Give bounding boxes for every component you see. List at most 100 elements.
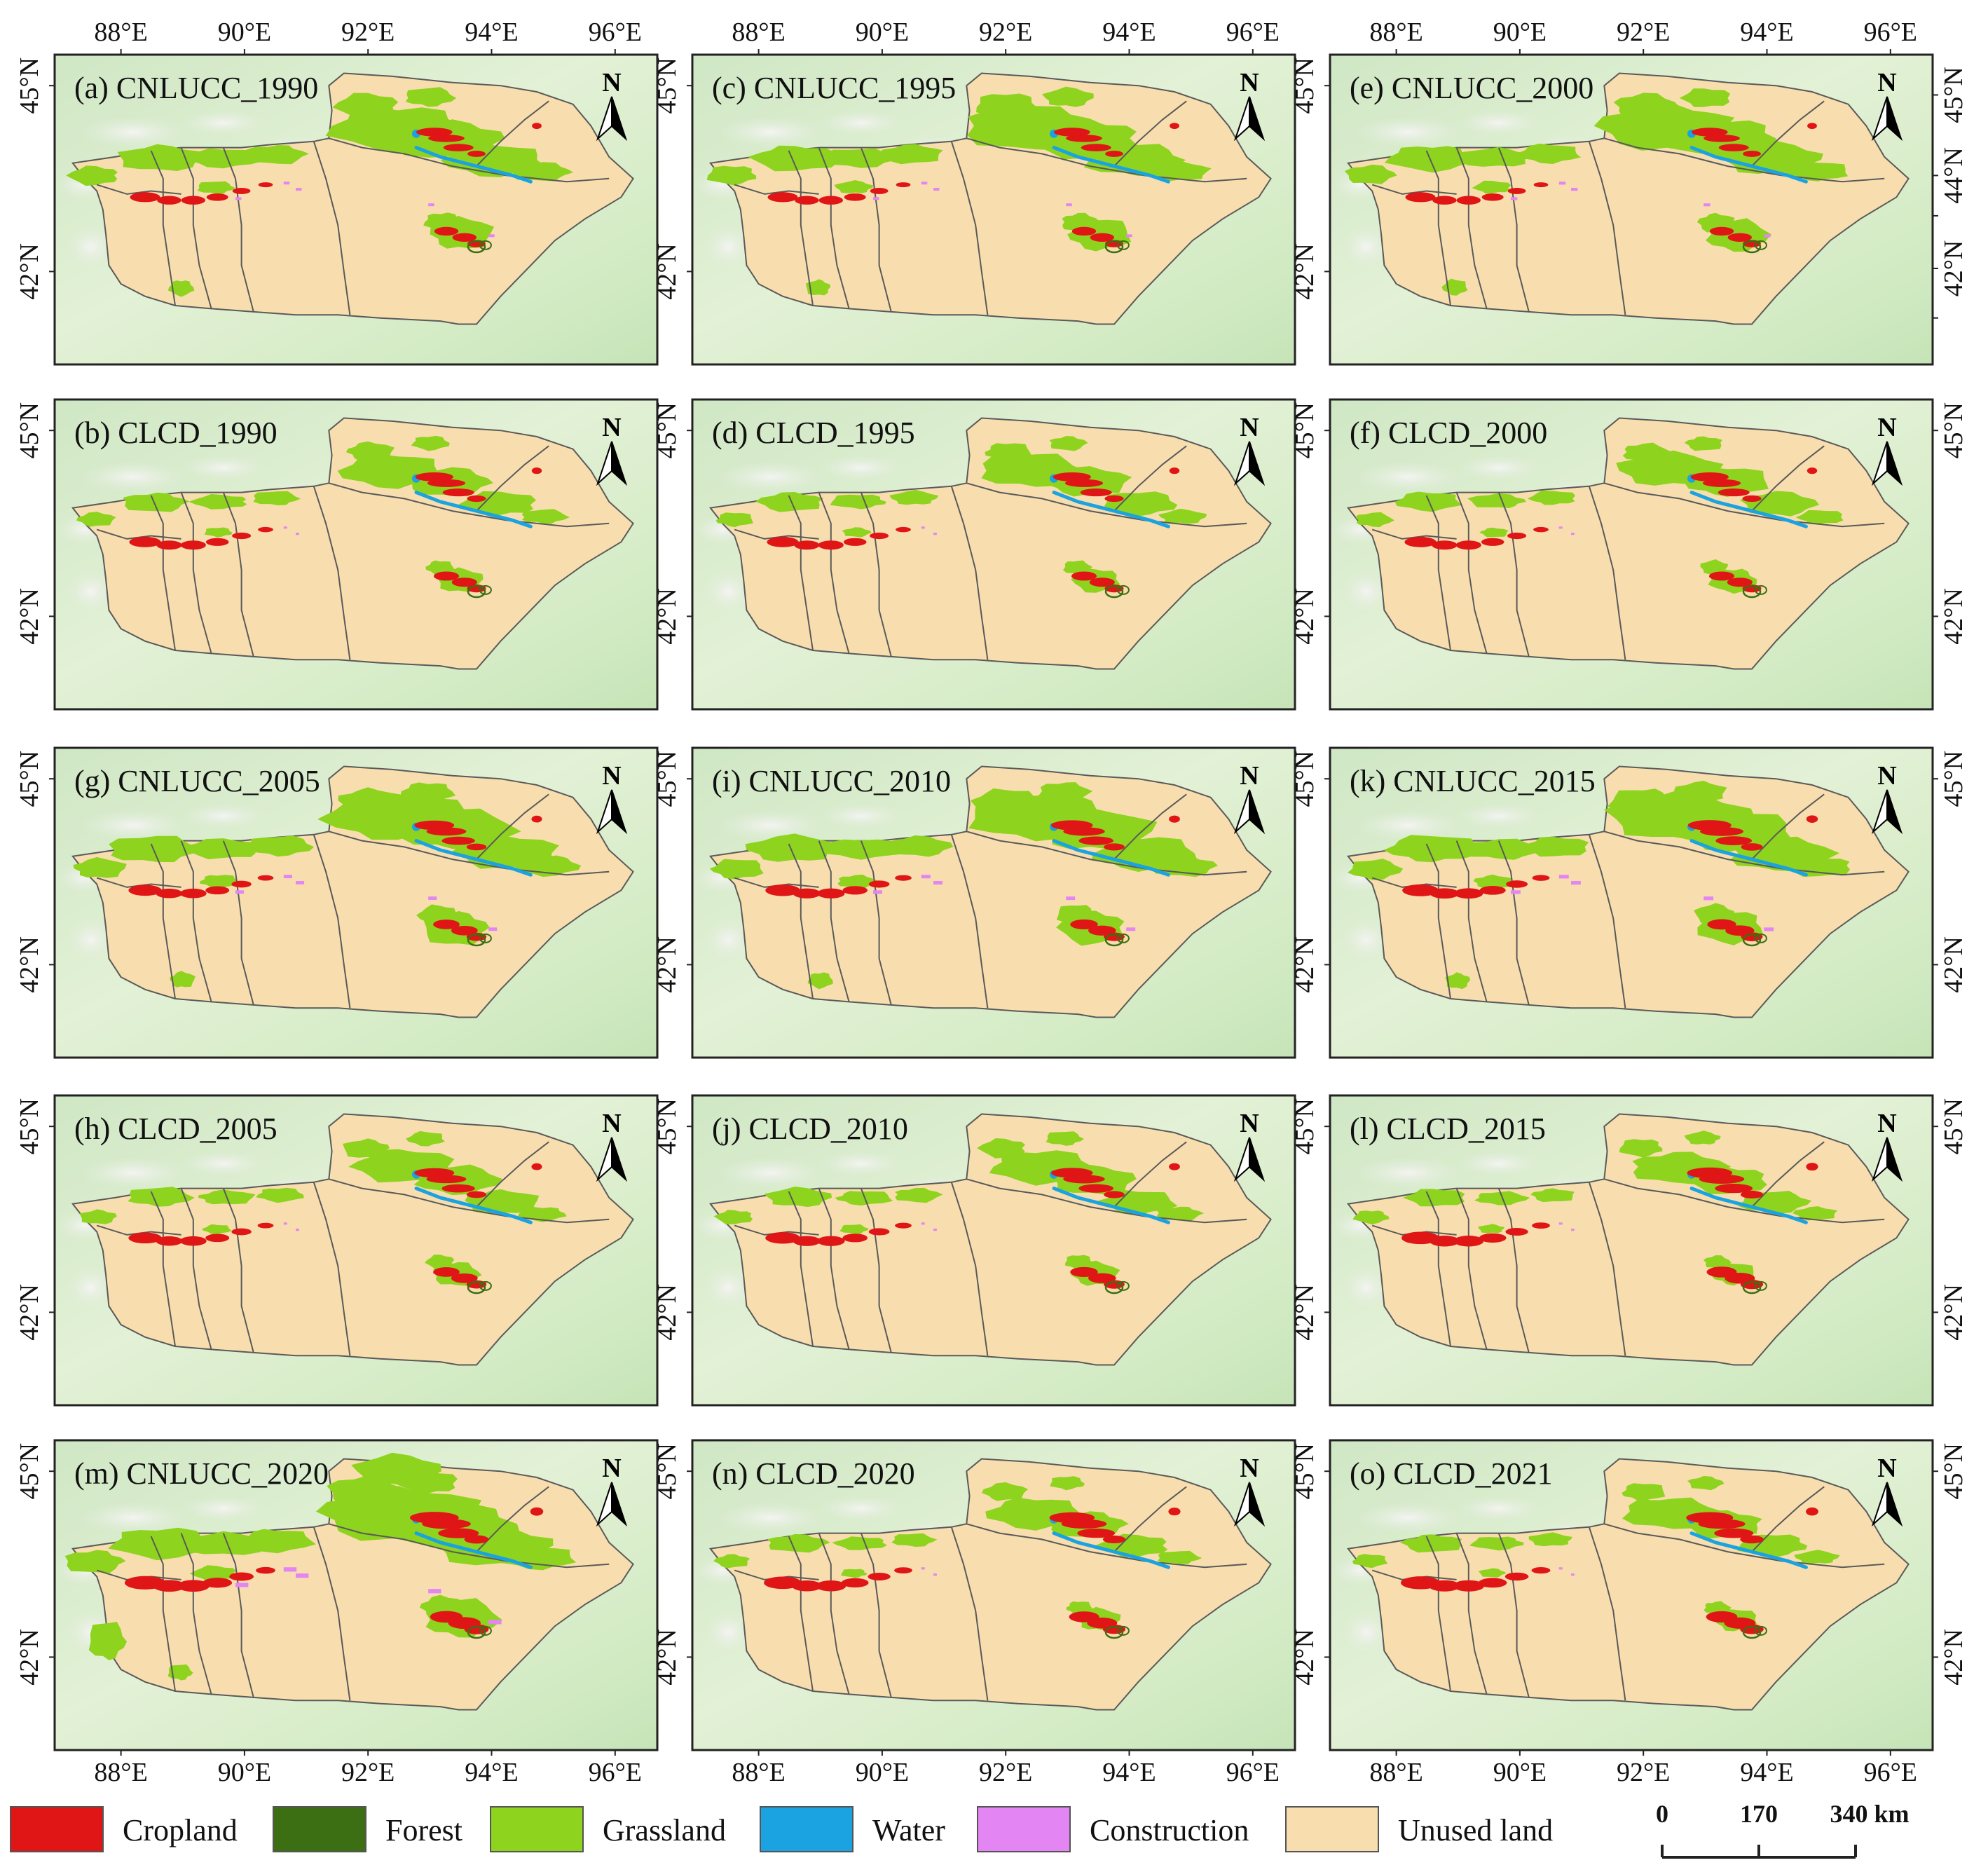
grassland-patch — [197, 181, 235, 194]
cropland-patch — [1430, 888, 1460, 899]
map-panel: (f) CLCD_2000 N 45°N 42°N 45°N 42°N — [1290, 398, 1968, 711]
cropland-patch — [441, 1184, 475, 1193]
construction-patch — [1558, 875, 1569, 879]
grassland-patch — [66, 165, 118, 186]
county-boundary — [313, 1182, 351, 1356]
cropland-patch — [817, 1236, 845, 1246]
county-boundary — [1604, 831, 1885, 876]
cropland-patch — [428, 135, 465, 142]
construction-patch — [933, 533, 937, 535]
cropland-patch — [870, 188, 889, 194]
county-boundary — [1455, 1533, 1488, 1695]
latitude-tick-label: 45°N — [1290, 402, 1319, 459]
cropland-patch — [1479, 1233, 1507, 1243]
grassland-patch — [202, 1224, 232, 1235]
cropland-patch — [177, 1580, 210, 1592]
map-panel: (l) CLCD_2015 N 45°N 42°N 45°N 42°N — [1290, 1094, 1968, 1407]
grassland-patch — [425, 1255, 455, 1269]
cropland-patch — [438, 1528, 479, 1538]
forest-patch — [1742, 240, 1762, 254]
map-panels: (a) CNLUCC_1990 N 45°N 42°N 88°E 90°E 92°E 94°E… — [15, 18, 1968, 1787]
forest-patch — [467, 240, 486, 254]
longitude-tick-label: 96°E — [1864, 18, 1917, 47]
longitude-tick-label: 92°E — [1617, 18, 1670, 47]
cropland-patch — [1481, 193, 1504, 201]
construction-patch — [235, 890, 245, 894]
county-boundary — [950, 834, 989, 1009]
cropland-patch — [1169, 1163, 1180, 1170]
grassland-patch — [709, 859, 764, 880]
construction-patch — [1066, 203, 1072, 207]
north-arrow-label: N — [1877, 68, 1896, 97]
river-water — [414, 1531, 533, 1569]
longitude-tick-label: 90°E — [856, 1758, 909, 1787]
construction-patch — [1571, 533, 1575, 535]
mountain-relief — [181, 455, 266, 480]
mountain-relief — [704, 918, 753, 962]
mountain-relief — [704, 570, 753, 613]
cropland-patch — [767, 536, 799, 547]
cropland-patch — [1531, 1567, 1551, 1574]
county-boundary — [150, 1191, 176, 1347]
county-boundary — [950, 1526, 989, 1701]
cropland-patch — [467, 495, 486, 503]
cropland-patch — [426, 827, 467, 836]
grassland-patch — [764, 1187, 832, 1208]
panel-title: (h) CLCD_2005 — [74, 1112, 277, 1146]
county-boundary — [1497, 147, 1530, 313]
north-arrow-label: N — [602, 1109, 621, 1138]
cropland-patch — [1479, 1578, 1507, 1588]
panel-frame — [1329, 746, 1934, 1059]
cropland-patch — [532, 123, 542, 130]
grassland-patch — [807, 972, 833, 990]
grassland-patch — [109, 835, 203, 863]
cropland-patch — [1692, 128, 1728, 137]
river-water — [1689, 1531, 1808, 1569]
panel-title: (i) CNLUCC_2010 — [712, 764, 951, 798]
grassland-patch — [1041, 86, 1094, 107]
cropland-patch — [1168, 1508, 1181, 1516]
legend-swatch — [977, 1806, 1071, 1852]
cropland-patch — [1090, 233, 1115, 242]
grassland-patch — [1063, 560, 1092, 575]
grassland-patch — [1158, 508, 1207, 524]
construction-patch — [921, 526, 925, 529]
forest-patch — [1116, 1280, 1130, 1291]
panel-frame — [53, 1439, 659, 1751]
grassland-patch — [509, 162, 574, 182]
cropland-patch — [1169, 467, 1180, 474]
north-arrow-label: N — [1240, 68, 1259, 97]
mountain-relief — [716, 461, 825, 493]
forest-patch — [479, 1280, 492, 1291]
mountain-relief — [181, 1151, 266, 1176]
longitude-tick-label: 94°E — [465, 18, 518, 47]
grassland-patch — [1462, 838, 1546, 860]
cropland-patch — [433, 571, 460, 581]
cropland-patch — [451, 925, 478, 936]
panel-title: (c) CNLUCC_1995 — [712, 71, 956, 105]
cropland-patch — [1070, 1266, 1098, 1278]
grassland-patch — [1344, 164, 1397, 184]
cropland-patch — [422, 1519, 471, 1529]
cropland-patch — [816, 1580, 846, 1592]
county-boundary — [1425, 1191, 1451, 1347]
grassland-patch — [1473, 874, 1513, 889]
county-boundary — [860, 1188, 892, 1353]
county-boundary — [818, 147, 850, 309]
panel-frame — [691, 746, 1296, 1059]
construction-patch — [1126, 234, 1132, 238]
construction-patch — [428, 896, 437, 900]
mountain-relief — [818, 110, 904, 135]
grassland-patch — [713, 1210, 753, 1224]
longitude-tick-label: 96°E — [589, 1758, 642, 1787]
county-boundary — [1455, 1188, 1488, 1350]
grassland-patch — [748, 145, 839, 172]
cropland-patch — [1053, 472, 1091, 481]
grassland-patch — [985, 443, 1033, 463]
cropland-patch — [153, 1580, 186, 1592]
grassland-patch — [1795, 510, 1844, 525]
panel-frame — [53, 53, 659, 366]
grassland-patch — [256, 1187, 304, 1203]
panel-title: (m) CNLUCC_2020 — [74, 1456, 329, 1491]
county-boundary — [1425, 843, 1451, 999]
